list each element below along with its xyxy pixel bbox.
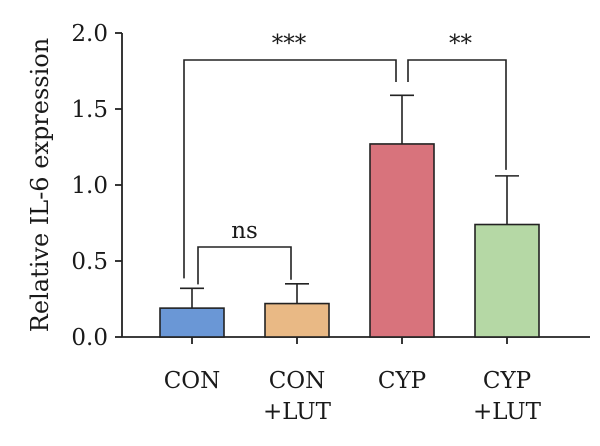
y-axis-label: Relative IL-6 expression bbox=[26, 38, 54, 332]
significance-bracket bbox=[183, 59, 397, 279]
x-tick-label: +LUT bbox=[473, 399, 542, 425]
bars bbox=[159, 94, 540, 338]
bar bbox=[159, 307, 225, 338]
x-tick-label: CYP bbox=[378, 368, 426, 394]
significance-brackets: ns*** ** bbox=[183, 31, 507, 285]
significance-label: ** bbox=[449, 31, 473, 57]
significance-label: ns bbox=[231, 218, 258, 244]
y-tick-label: 2.0 bbox=[71, 21, 108, 47]
x-tick-label: CON bbox=[269, 368, 326, 394]
significance-label: *** bbox=[272, 31, 307, 57]
bar bbox=[369, 143, 435, 338]
significance-bracket bbox=[407, 59, 507, 170]
y-tick-label: 0.5 bbox=[71, 249, 108, 275]
x-tick-label: CYP bbox=[483, 368, 531, 394]
x-tick-label: +LUT bbox=[263, 399, 332, 425]
axes: 0.0 0.5 1.0 1.5 2.0 CON CON +LUT CYP CYP +LUT bbox=[71, 21, 590, 425]
y-tick-label: 1.5 bbox=[71, 97, 108, 123]
bar bbox=[264, 302, 330, 338]
y-tick-label: 0.0 bbox=[71, 325, 108, 351]
significance-bracket bbox=[197, 246, 292, 285]
bar bbox=[474, 223, 540, 338]
x-tick-label: CON bbox=[164, 368, 221, 394]
y-tick-label: 1.0 bbox=[71, 173, 108, 199]
